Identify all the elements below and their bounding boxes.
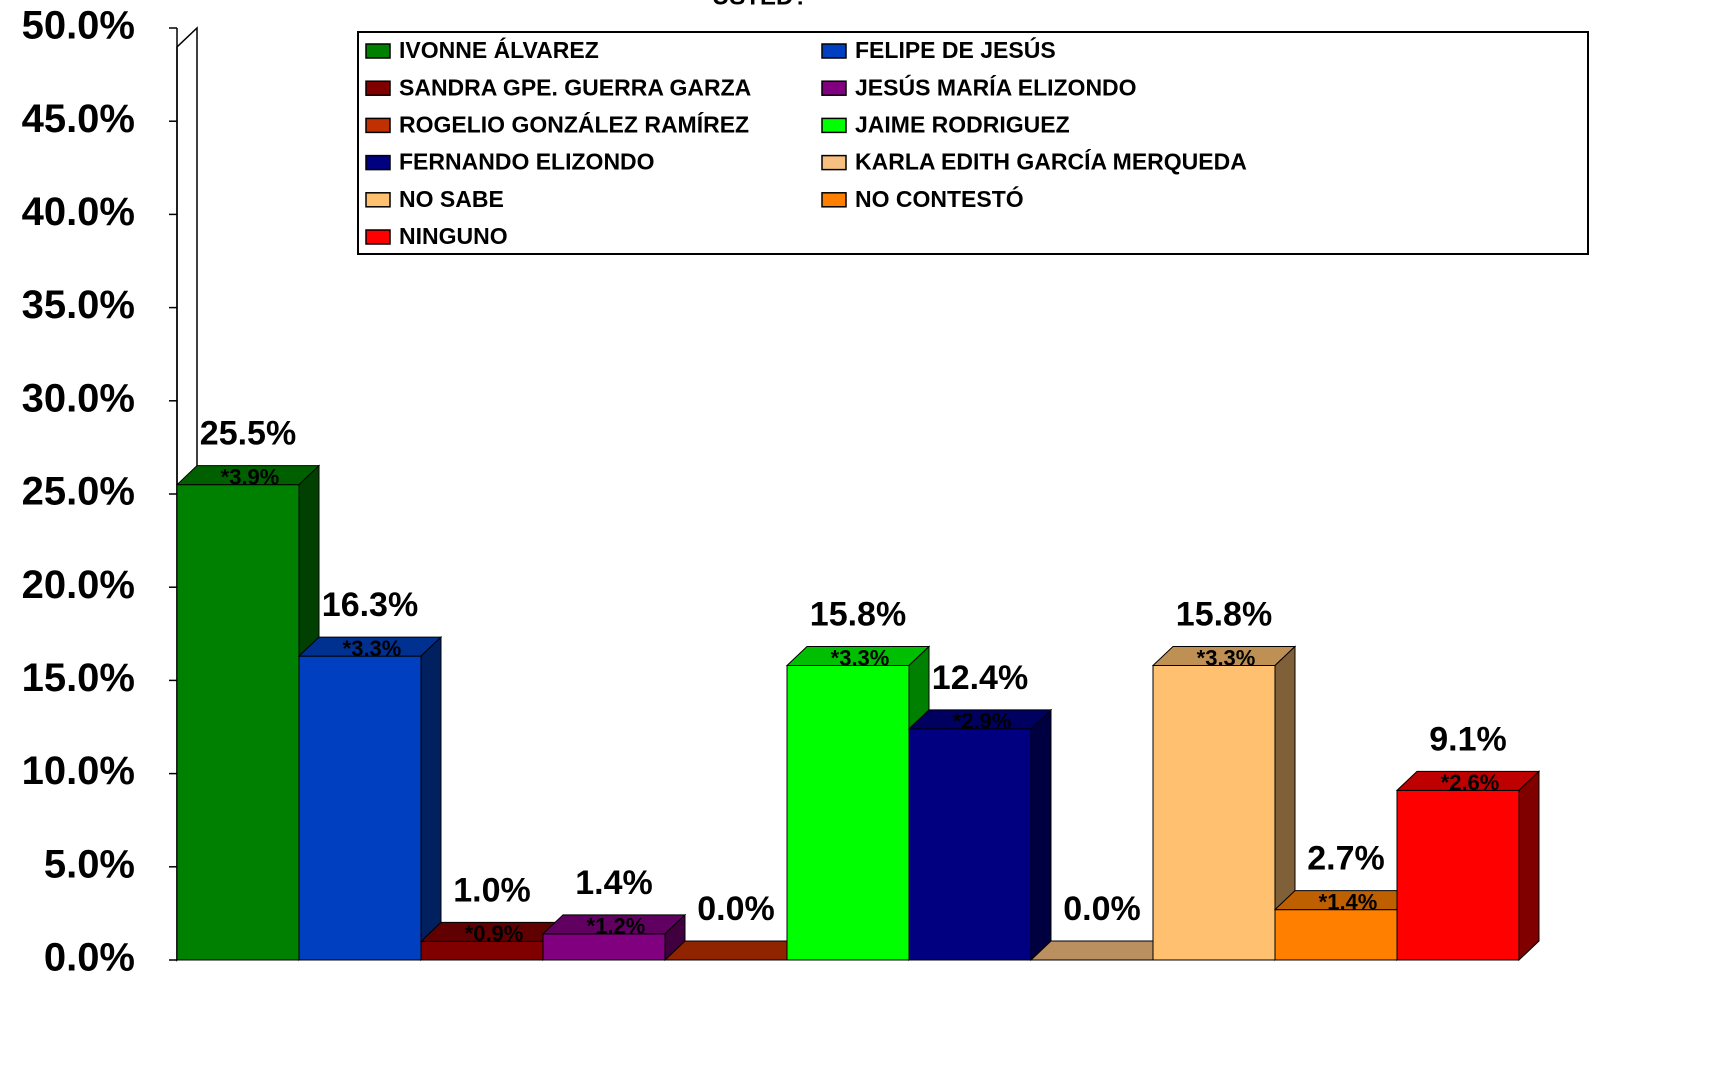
bar-top: [663, 940, 809, 961]
y-tick-label: 15.0%: [22, 656, 135, 700]
bar-side: [1030, 708, 1052, 962]
value-label: 1.4%: [575, 864, 653, 902]
y-tick-label: 40.0%: [22, 190, 135, 234]
error-label: *2.6%: [1441, 770, 1500, 795]
bar: [786, 664, 910, 961]
y-tick-label: 0.0%: [44, 936, 135, 980]
error-label: *3.3%: [831, 645, 890, 670]
bar: [176, 484, 300, 961]
bar: [1396, 789, 1520, 961]
legend-label: NO SABE: [399, 186, 504, 212]
legend-swatch: [365, 117, 391, 134]
value-label: 15.8%: [1176, 595, 1272, 633]
y-tick-label: 45.0%: [22, 97, 135, 141]
legend-swatch: [821, 154, 847, 171]
bar: [298, 655, 422, 961]
legend-label: KARLA EDITH GARCÍA MERQUEDA: [855, 148, 1247, 175]
legend-label: JESÚS MARÍA ELIZONDO: [855, 73, 1137, 100]
value-label: 0.0%: [1063, 890, 1141, 928]
error-label: *3.9%: [221, 464, 280, 489]
error-label: *0.9%: [465, 921, 524, 946]
legend-swatch: [821, 80, 847, 96]
value-label: 12.4%: [932, 659, 1028, 697]
chart-title: USTED?: [712, 0, 808, 10]
legend-label: FELIPE DE JESÚS: [855, 36, 1056, 63]
y-tick-label: 25.0%: [22, 470, 135, 514]
error-label: *1.2%: [587, 914, 646, 939]
legend-label: NO CONTESTÓ: [855, 185, 1024, 212]
legend-swatch: [365, 229, 391, 245]
value-label: 16.3%: [322, 586, 418, 624]
legend-swatch: [365, 192, 391, 208]
bar: [1152, 664, 1276, 961]
legend-swatch: [365, 154, 391, 171]
legend-swatch: [821, 192, 847, 208]
legend-label: SANDRA GPE. GUERRA GARZA: [399, 74, 751, 100]
error-label: *3.3%: [1197, 645, 1256, 670]
bar-side: [420, 636, 442, 962]
legend-swatch: [821, 117, 847, 134]
y-tick-label: 50.0%: [22, 4, 135, 48]
y-tick-label: 5.0%: [44, 842, 135, 886]
value-label: 0.0%: [697, 890, 775, 928]
error-label: *3.3%: [343, 636, 402, 661]
y-tick-label: 10.0%: [22, 749, 135, 793]
bar: [908, 728, 1032, 961]
bar-side: [1518, 770, 1540, 962]
value-label: 2.7%: [1307, 840, 1385, 878]
value-label: 25.5%: [200, 415, 296, 453]
bar: [1274, 909, 1398, 961]
legend-label: NINGUNO: [399, 223, 508, 249]
value-label: 15.8%: [810, 595, 906, 633]
bar: [542, 933, 666, 961]
y-tick-label: 35.0%: [22, 283, 135, 327]
y-tick-label: 20.0%: [22, 563, 135, 607]
value-label: 1.0%: [453, 871, 531, 909]
legend-swatch: [365, 43, 391, 59]
error-label: *1.4%: [1319, 889, 1378, 914]
bar-top: [1029, 940, 1175, 961]
legend-swatch: [365, 80, 391, 96]
legend-label: FERNANDO ELIZONDO: [399, 149, 655, 175]
legend-label: JAIME RODRIGUEZ: [855, 111, 1070, 137]
legend-label: ROGELIO GONZÁLEZ RAMÍREZ: [399, 110, 749, 137]
y-tick-label: 30.0%: [22, 376, 135, 420]
legend-swatch: [821, 43, 847, 59]
legend-label: IVONNE ÁLVAREZ: [399, 36, 599, 63]
value-label: 9.1%: [1429, 720, 1507, 758]
error-label: *2.9%: [953, 709, 1012, 734]
legend-box: [357, 31, 1589, 255]
